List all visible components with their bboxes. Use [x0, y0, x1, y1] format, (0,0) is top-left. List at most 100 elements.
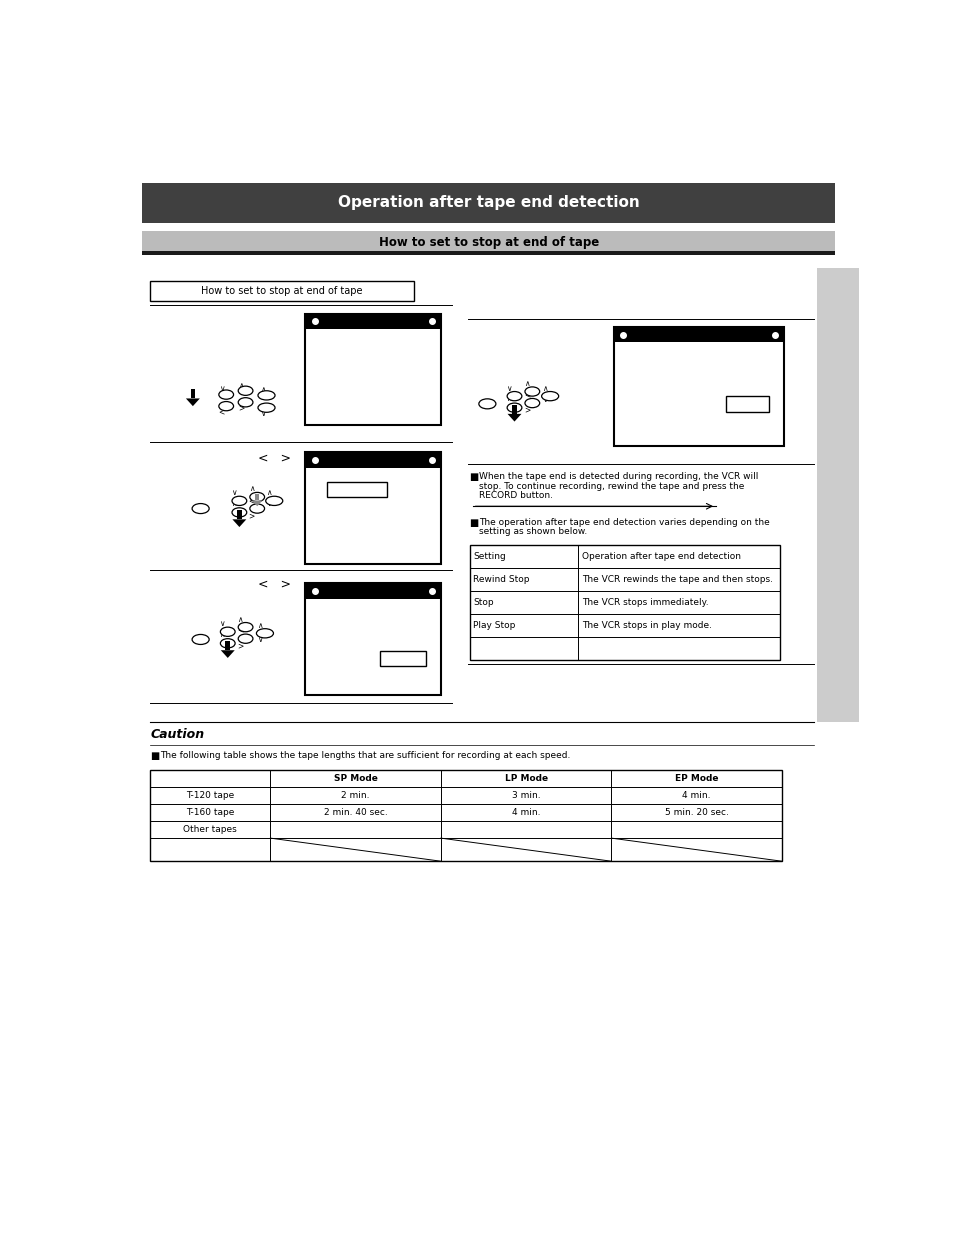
Text: ∨: ∨ [257, 635, 263, 643]
Text: EP Mode: EP Mode [674, 774, 718, 783]
Bar [305, 583, 440, 599]
Text: setting as shown below.: setting as shown below. [478, 527, 586, 536]
Text: 4 min.: 4 min. [512, 808, 539, 818]
Bar [142, 252, 834, 256]
Bar [142, 231, 834, 253]
Ellipse shape [250, 504, 264, 514]
Ellipse shape [524, 387, 539, 396]
Bar [150, 280, 414, 300]
Text: Rewind Stop: Rewind Stop [473, 576, 529, 584]
Ellipse shape [478, 399, 496, 409]
Text: 2 min.: 2 min. [341, 792, 370, 800]
Ellipse shape [232, 496, 247, 505]
Text: 3 min.: 3 min. [511, 792, 539, 800]
Text: ∧: ∧ [523, 379, 529, 388]
Bar [613, 327, 783, 446]
Text: ∨: ∨ [541, 395, 547, 404]
Text: 2 min. 40 sec.: 2 min. 40 sec. [323, 808, 387, 818]
Text: When the tape end is detected during recording, the VCR will: When the tape end is detected during rec… [478, 472, 758, 482]
Text: LP Mode: LP Mode [504, 774, 547, 783]
Text: Other tapes: Other tapes [183, 825, 236, 834]
Bar [469, 545, 779, 661]
Text: ∨: ∨ [259, 409, 265, 417]
Text: Operation after tape end detection: Operation after tape end detection [337, 195, 639, 210]
Bar [725, 396, 769, 411]
Text: ■: ■ [150, 751, 159, 761]
Text: ∧: ∧ [259, 385, 265, 394]
Ellipse shape [507, 391, 521, 401]
Text: The following table shows the tape lengths that are sufficient for recording at : The following table shows the tape lengt… [160, 751, 570, 760]
Text: ∧: ∧ [237, 615, 243, 624]
Text: Stop: Stop [473, 598, 494, 606]
Ellipse shape [232, 508, 247, 517]
Text: >: > [236, 641, 243, 650]
Text: <: < [236, 626, 243, 635]
Bar [142, 183, 834, 222]
Text: How to set to stop at end of tape: How to set to stop at end of tape [201, 285, 362, 295]
Text: ∧: ∧ [249, 484, 254, 493]
Text: T-120 tape: T-120 tape [186, 792, 233, 800]
Text: ∧: ∧ [219, 630, 225, 638]
Bar [613, 327, 783, 342]
Text: 5 min. 20 sec.: 5 min. 20 sec. [664, 808, 728, 818]
Ellipse shape [220, 627, 234, 636]
Text: ■: ■ [469, 472, 478, 483]
Ellipse shape [524, 399, 539, 408]
Text: >: > [523, 405, 530, 415]
Text: The operation after tape end detection varies depending on the: The operation after tape end detection v… [478, 517, 769, 527]
Polygon shape [220, 651, 234, 658]
Bar [305, 314, 440, 425]
Bar [305, 314, 440, 330]
Bar [305, 583, 440, 695]
Bar [327, 482, 387, 496]
Text: <: < [249, 496, 254, 505]
Text: ∨: ∨ [506, 384, 512, 393]
Bar [305, 452, 440, 468]
Text: ∨: ∨ [231, 488, 236, 496]
Ellipse shape [257, 403, 274, 412]
Bar [816, 268, 858, 721]
Bar [379, 651, 426, 667]
Text: ∨: ∨ [266, 499, 272, 509]
Ellipse shape [257, 390, 274, 400]
Bar [150, 771, 781, 861]
Bar [512, 405, 517, 414]
Text: SP Mode: SP Mode [334, 774, 377, 783]
Polygon shape [507, 414, 521, 421]
Ellipse shape [238, 398, 253, 406]
Text: ∨: ∨ [219, 619, 225, 627]
Text: The VCR rewinds the tape and then stops.: The VCR rewinds the tape and then stops. [581, 576, 772, 584]
Polygon shape [186, 399, 199, 406]
Text: >: > [249, 511, 254, 520]
Ellipse shape [238, 622, 253, 632]
Text: The VCR stops immediately.: The VCR stops immediately. [581, 598, 708, 606]
Ellipse shape [266, 496, 282, 505]
Ellipse shape [541, 391, 558, 401]
Bar [225, 641, 230, 651]
Text: ■: ■ [469, 517, 478, 527]
Text: ∧: ∧ [541, 384, 547, 393]
Polygon shape [252, 500, 262, 506]
Text: ∨: ∨ [218, 384, 224, 393]
Ellipse shape [238, 387, 253, 395]
Ellipse shape [192, 504, 209, 514]
Bar [191, 389, 195, 399]
Ellipse shape [218, 390, 233, 399]
Text: ∧: ∧ [238, 380, 243, 390]
Text: 4 min.: 4 min. [681, 792, 710, 800]
Text: <: < [523, 390, 530, 399]
Text: Play Stop: Play Stop [473, 621, 516, 630]
Bar [236, 510, 241, 520]
Ellipse shape [220, 638, 234, 648]
Ellipse shape [507, 403, 521, 412]
Ellipse shape [238, 634, 253, 643]
Text: The VCR stops in play mode.: The VCR stops in play mode. [581, 621, 711, 630]
Bar [255, 494, 258, 500]
Polygon shape [233, 520, 246, 527]
Ellipse shape [192, 635, 209, 645]
Text: <: < [218, 408, 225, 416]
Text: ∧: ∧ [257, 621, 263, 630]
Text: T-160 tape: T-160 tape [186, 808, 233, 818]
Text: How to set to stop at end of tape: How to set to stop at end of tape [378, 236, 598, 248]
Text: ∧: ∧ [506, 394, 512, 403]
